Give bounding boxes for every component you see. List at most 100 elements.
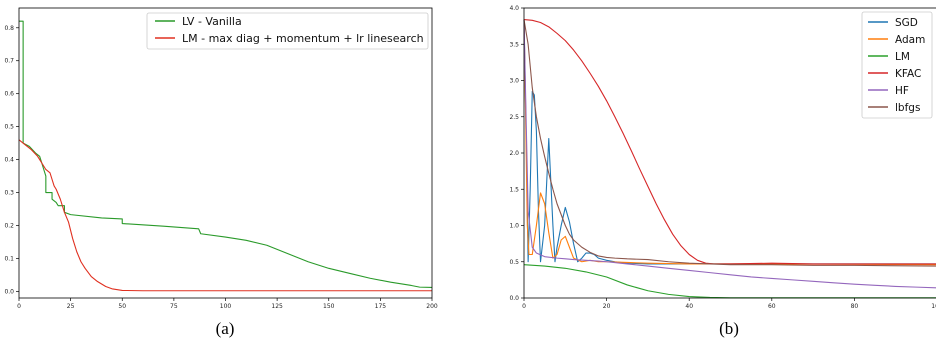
panel-a-x-tick: 200 [426,298,438,310]
panel-a-y-tick-label: 0.1 [4,255,14,262]
panel-a-x-tick-label: 175 [375,303,387,310]
panel-b-y-tick: 2.5 [509,114,524,121]
panel-a-y-ticks: 0.0 0.1 0.2 0.3 0.4 0.5 0.6 0.7 0.8 [4,25,19,295]
panel-b-x-tick: 0 [522,298,526,310]
panel-a-line-chart: 0 25 50 75 100 125 150 175 200 0.00.10.20.30.40.… [4,7,438,338]
panel-b-y-tick: 0.0 [509,295,524,302]
panel-a-series-line-lv-vanilla [19,20,433,288]
panel-a-legend-entry: LM - max diag + momentum + lr linesearch [155,32,424,45]
panel-b-legend-label: Adam [895,34,925,46]
panel-b-legend-entry: SGD [868,17,918,29]
panel-b-legend-entry: KFAC [868,68,921,80]
panel-b-line-chart: 0 20 40 60 80 100 0.0 0.5 1.0 1.5 2.0 2.5 3.0 3.5 4.0… [509,5,936,338]
panel-a-series-line-lm-max-diag-momentum-lr-linesearch [18,139,432,292]
panel-a-x-tick-label: 150 [323,303,335,310]
panel-b-x-tick: 60 [768,298,776,310]
panel-b-x-tick-label: 80 [851,303,859,310]
panel-b-y-tick: 1.0 [509,223,524,230]
panel-a-y-tick-label: 0.0 [4,288,14,295]
panel-a-y-tick: 0.2 [4,223,19,230]
panel-b-x-tick: 100 [931,303,936,310]
panel-a-x-tick: 150 [323,298,335,310]
panel-b-y-tick: 3.5 [509,41,524,48]
panel-a-y-tick: 0.3 [4,190,19,197]
panel-a-x-tick-label: 50 [118,303,126,310]
panel-a-legend-entry: LV - Vanilla [155,15,242,28]
panel-a-x-ticks: 0 25 50 75 100 125 150 175 200 [17,298,438,310]
panel-b-y-tick-label: 1.0 [509,223,519,230]
panel-b-series-line-lm [523,264,936,299]
panel-b-legend-entry: lbfgs [868,102,920,114]
panel-b-series-line-lbfgs [523,19,936,267]
panel-a-legend-label: LM - max diag + momentum + lr linesearch [182,32,424,45]
panel-a-x-tick-label: 0 [17,303,21,310]
panel-a-y-tick-label: 0.7 [4,58,14,65]
panel-a-legend-label: LV - Vanilla [182,15,242,28]
panel-b-x-tick-label: 100 [931,303,936,310]
panel-b-legend-label: lbfgs [895,102,920,114]
panel-a-x-tick: 25 [67,298,75,310]
panel-a-x-tick-label: 25 [67,303,75,310]
panel-b-y-tick: 3.0 [509,78,524,85]
panel-a-y-tick: 0.0 [4,288,19,295]
panel-b-x-tick-label: 40 [685,303,693,310]
panel-a-y-tick: 0.5 [4,124,19,131]
panel-b-y-tick-label: 0.0 [509,295,519,302]
panel-a-x-tick: 75 [170,298,178,310]
panel-a-y-tick: 0.7 [4,58,19,65]
panel-a-x-tick-label: 125 [271,303,283,310]
panel-b-series-layer [523,19,936,299]
panel-a-legend: LV - Vanilla LM - max diag + momentum + l… [146,12,429,50]
panel-a-y-tick-label: 0.2 [4,223,14,230]
panel-b-legend-entry: HF [868,85,909,97]
panel-a-series-layer [18,20,433,292]
panel-a-plot-frame [18,7,433,299]
panel-a-y-tick-label: 0.5 [4,124,14,131]
panel-b-y-tick: 4.0 [509,5,524,12]
panel-b-y-tick: 2.0 [509,150,524,157]
panel-b-y-tick: 1.5 [509,186,524,193]
panel-b-x-tick-label: 60 [768,303,776,310]
panel-b-legend: SGD Adam LM KFAC HF lbfgs [861,11,933,119]
panel-b-x-ticks: 0 20 40 60 80 100 [522,298,936,310]
panel-b-y-tick-label: 3.0 [509,78,519,85]
panel-a-y-tick: 0.6 [4,91,19,98]
panel-a-x-tick-label: 75 [170,303,178,310]
panel-a-x-tick-label: 100 [220,303,232,310]
panel-a-caption: (a) [216,319,235,338]
panel-a-y-tick-label: 0.8 [4,25,14,32]
panel-a-x-tick-label: 200 [426,303,438,310]
panel-b-y-tick-label: 3.5 [509,41,519,48]
panel-b-y-tick-label: 1.5 [509,186,519,193]
panel-b-series-line-hf [523,19,936,289]
panel-b-y-tick: 0.5 [509,259,524,266]
panel-a-legend-box [146,12,429,50]
panel-b-legend-label: SGD [895,17,918,29]
panel-b-series-line-adam [523,19,936,266]
panel-b-y-tick-label: 2.0 [509,150,519,157]
panel-b-x-tick: 20 [603,298,611,310]
panel-b-x-tick: 40 [685,298,693,310]
panel-a-x-tick: 0 [17,298,21,310]
panel-b-legend-entry: Adam [868,34,925,46]
panel-b-legend-label: LM [895,51,910,63]
panel-b-legend-label: HF [895,85,909,97]
panel-b-x-tick-label: 20 [603,303,611,310]
panel-a-y-tick: 0.4 [4,157,19,164]
panel-b-y-tick-label: 2.5 [509,114,519,121]
panel-b-y-tick-label: 0.5 [509,259,519,266]
panel-b-x-tick-label: 0 [522,303,526,310]
panel-a-x-tick: 50 [118,298,126,310]
panel-b-caption: (b) [719,319,739,338]
panel-b-x-tick: 80 [851,298,859,310]
panel-b-y-ticks: 0.0 0.5 1.0 1.5 2.0 2.5 3.0 3.5 4.0 [509,5,524,302]
panel-a-x-tick: 100 [220,298,232,310]
panel-a-y-tick-label: 0.6 [4,91,14,98]
panel-a-x-tick: 125 [271,298,283,310]
panel-a-y-tick: 0.1 [4,255,19,262]
panel-a-y-tick-label: 0.4 [4,157,14,164]
panel-a-x-tick: 175 [375,298,387,310]
panel-b-legend-label: KFAC [895,68,921,80]
panel-a-y-tick-label: 0.3 [4,190,14,197]
